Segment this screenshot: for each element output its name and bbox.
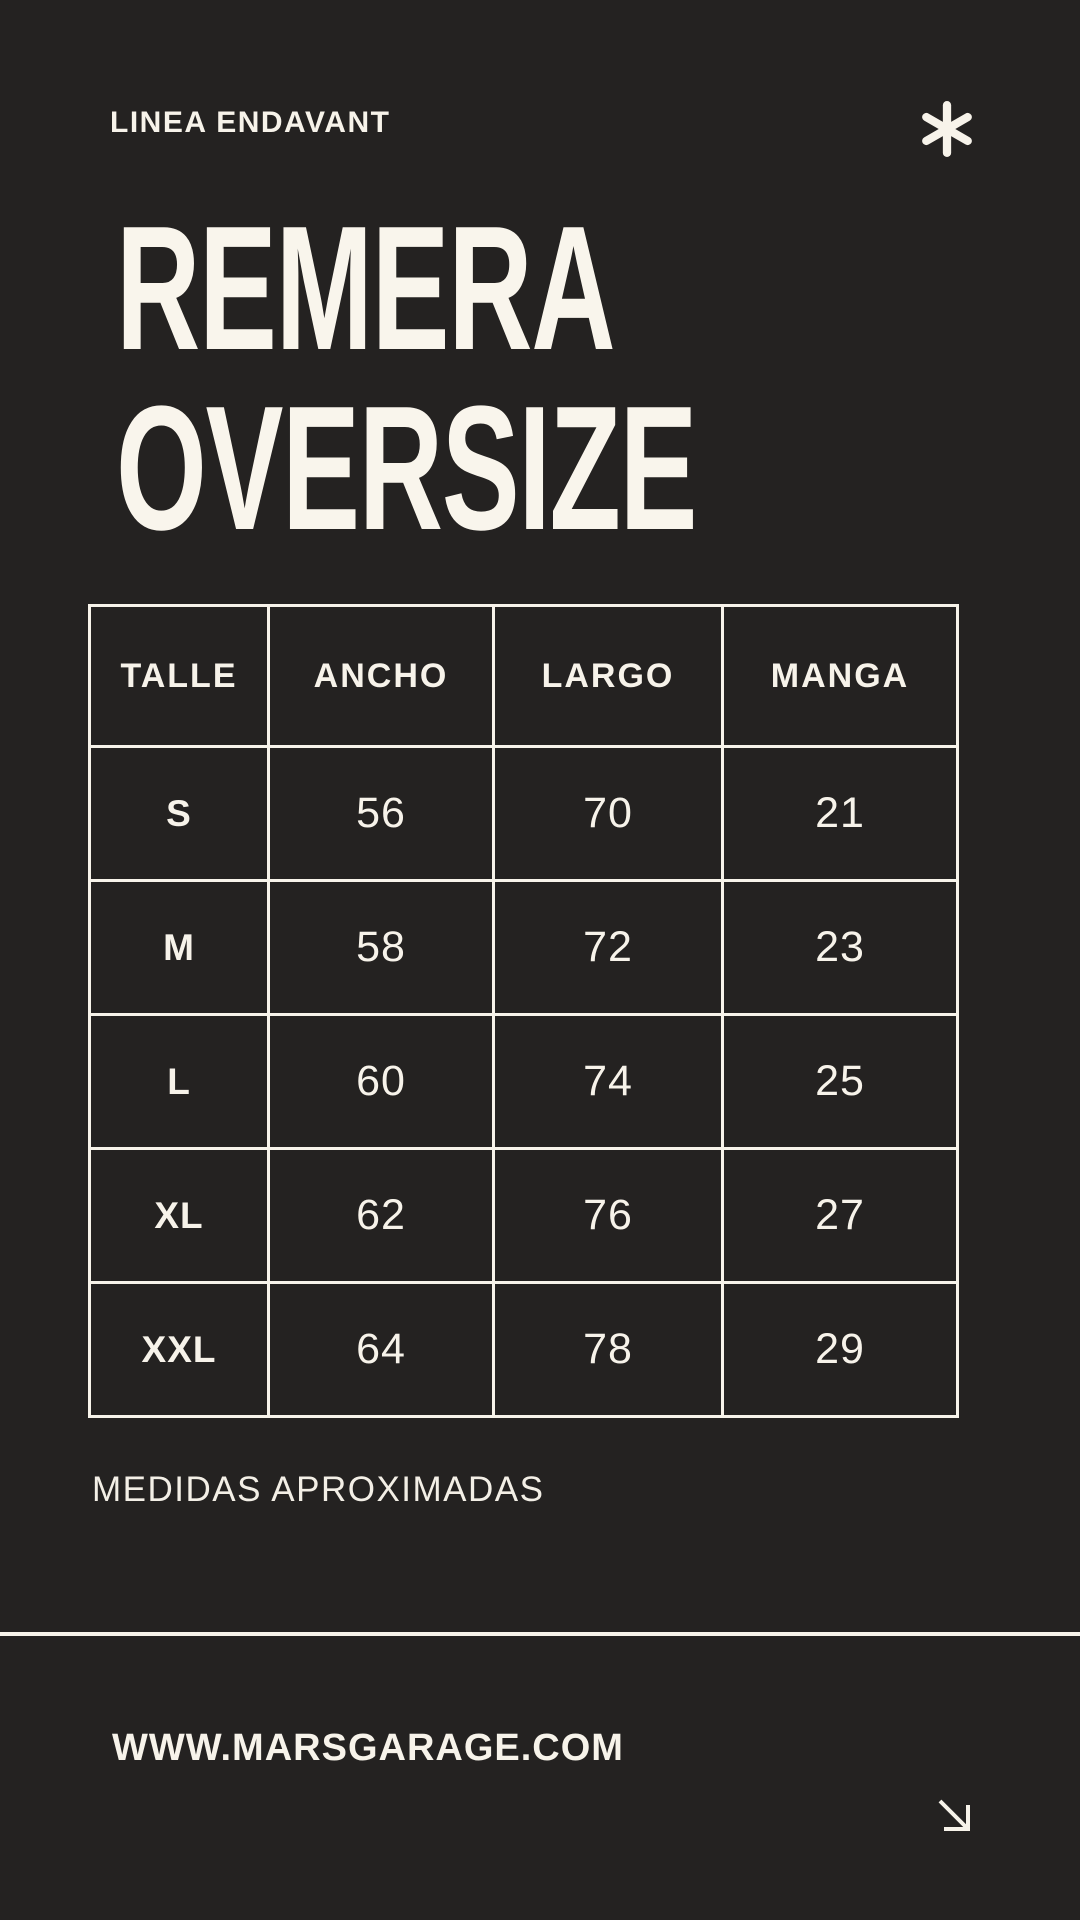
column-header-largo: LARGO xyxy=(492,604,724,748)
measure-cell: 21 xyxy=(721,745,959,882)
page-title: REMERA OVERSIZE xyxy=(116,189,697,567)
brand-line-label: LINEA ENDAVANT xyxy=(110,106,391,139)
table-row-m: M 58 72 23 xyxy=(88,879,959,1016)
measure-cell: 56 xyxy=(267,745,495,882)
column-header-manga: MANGA xyxy=(721,604,959,748)
size-cell: XL xyxy=(88,1147,270,1284)
measure-cell: 60 xyxy=(267,1013,495,1150)
column-header-ancho: ANCHO xyxy=(267,604,495,748)
measurements-note: MEDIDAS APROXIMADAS xyxy=(92,1470,545,1509)
size-cell: L xyxy=(88,1013,270,1150)
arrow-down-right-icon xyxy=(938,1799,970,1831)
size-cell: S xyxy=(88,745,270,882)
measure-cell: 74 xyxy=(492,1013,724,1150)
measure-cell: 62 xyxy=(267,1147,495,1284)
measure-cell: 78 xyxy=(492,1281,724,1418)
measure-cell: 72 xyxy=(492,879,724,1016)
table-row-xl: XL 62 76 27 xyxy=(88,1147,959,1284)
measure-cell: 76 xyxy=(492,1147,724,1284)
asterisk-icon xyxy=(922,101,972,157)
page-title-line-1: REMERA xyxy=(116,189,616,387)
table-row-s: S 56 70 21 xyxy=(88,745,959,882)
size-table-header-row: TALLE ANCHO LARGO MANGA xyxy=(88,604,959,748)
table-row-l: L 60 74 25 xyxy=(88,1013,959,1150)
size-table: TALLE ANCHO LARGO MANGA S 56 70 21 M 58 … xyxy=(88,604,959,1418)
measure-cell: 29 xyxy=(721,1281,959,1418)
measure-cell: 64 xyxy=(267,1281,495,1418)
measure-cell: 27 xyxy=(721,1147,959,1284)
size-cell: M xyxy=(88,879,270,1016)
page-title-line-2: OVERSIZE xyxy=(116,369,697,567)
table-row-xxl: XXL 64 78 29 xyxy=(88,1281,959,1418)
measure-cell: 25 xyxy=(721,1013,959,1150)
measure-cell: 58 xyxy=(267,879,495,1016)
footer-divider xyxy=(0,1632,1080,1636)
size-cell: XXL xyxy=(88,1281,270,1418)
website-url: WWW.MARSGARAGE.COM xyxy=(112,1727,624,1769)
measure-cell: 70 xyxy=(492,745,724,882)
column-header-talle: TALLE xyxy=(88,604,270,748)
measure-cell: 23 xyxy=(721,879,959,1016)
